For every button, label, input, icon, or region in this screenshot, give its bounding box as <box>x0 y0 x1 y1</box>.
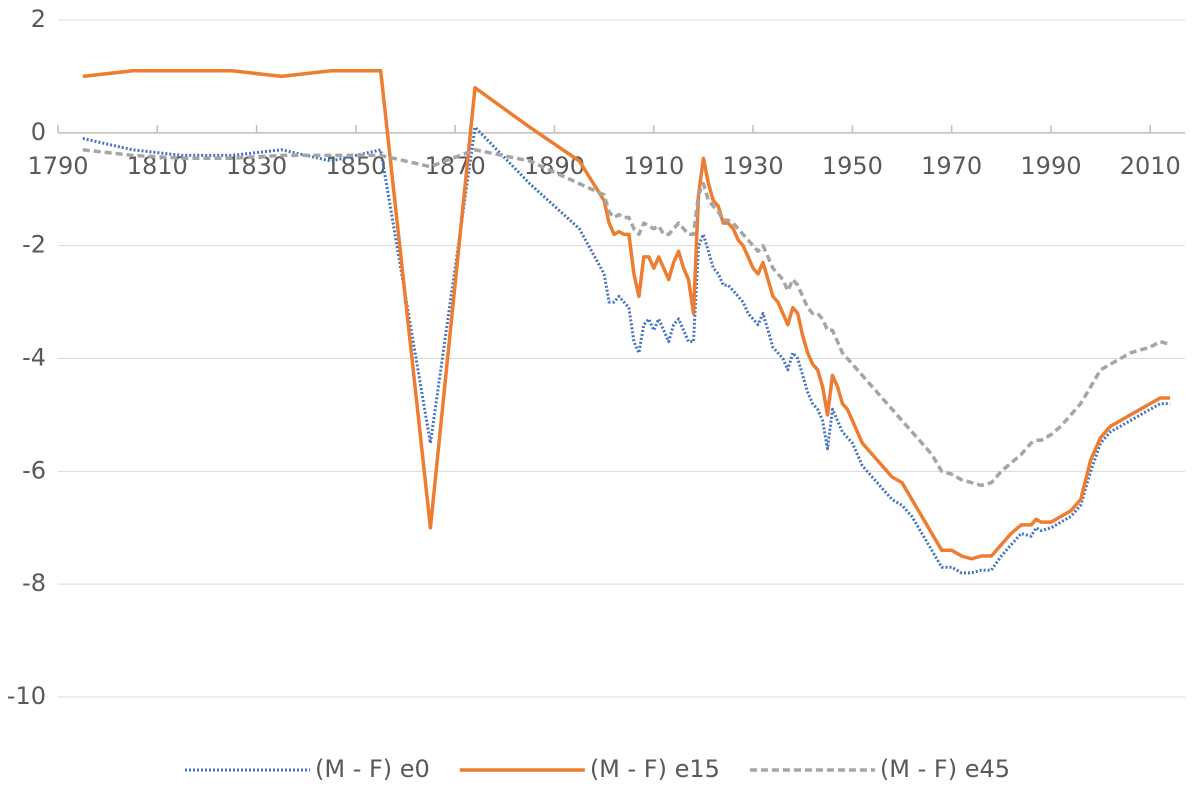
line-series <box>82 69 1171 561</box>
x-tick-label: 1930 <box>723 152 784 180</box>
y-tick-label: 0 <box>31 118 46 146</box>
line-series <box>82 148 1171 488</box>
x-tick-label: 1910 <box>623 152 684 180</box>
legend: (M - F) e0 (M - F) e15 (M - F) e45 <box>184 755 1010 783</box>
x-tick-label: 1790 <box>27 152 88 180</box>
x-tick-label: 1830 <box>226 152 287 180</box>
x-tick-label: 1990 <box>1020 152 1081 180</box>
x-tick-label: 1810 <box>127 152 188 180</box>
y-tick-label: 2 <box>31 5 46 33</box>
x-tick-label: 1970 <box>921 152 982 180</box>
y-tick-label: -10 <box>7 682 46 710</box>
legend-label: (M - F) e15 <box>590 755 720 783</box>
legend-label: (M - F) e0 <box>315 755 430 783</box>
x-tick-label: 1950 <box>822 152 883 180</box>
y-tick-label: -8 <box>22 569 46 597</box>
x-tick-label: 2010 <box>1120 152 1181 180</box>
y-tick-label: -4 <box>22 344 46 372</box>
y-tick-label: -2 <box>22 231 46 259</box>
line-series <box>82 125 1171 575</box>
x-tick-label: 1890 <box>524 152 585 180</box>
legend-label: (M - F) e45 <box>880 755 1010 783</box>
y-tick-label: -6 <box>22 456 46 484</box>
